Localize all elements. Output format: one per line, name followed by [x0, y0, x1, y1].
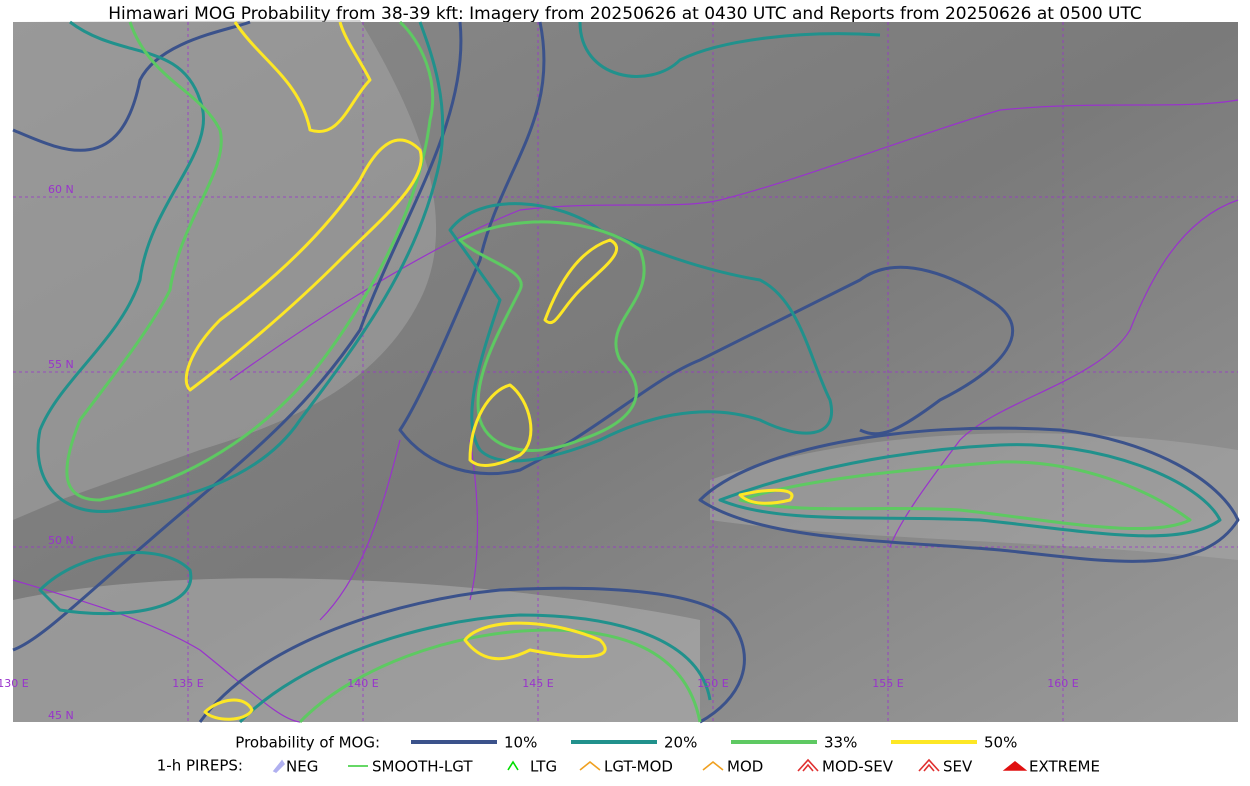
legend-label: EXTREME: [1029, 758, 1100, 776]
map: 60 N 55 N 50 N 45 N 130 E 135 E 140 E 145 E 150…: [0, 20, 1240, 724]
legend-label: NEG: [286, 758, 318, 776]
legend: Probability of MOG: 1-h PIREPS: 10% 20% 33…: [157, 734, 1100, 776]
latitude-label: 55 N: [48, 358, 74, 371]
legend-label: 33%: [824, 734, 857, 752]
longitude-label: 155 E: [872, 677, 903, 690]
longitude-label: 135 E: [172, 677, 203, 690]
longitude-label: 145 E: [522, 677, 553, 690]
pirep-symbol: [579, 760, 601, 771]
legend-label: 20%: [664, 734, 697, 752]
pirep-symbol: [272, 759, 286, 773]
latitude-label: 60 N: [48, 183, 74, 196]
longitude-labels: 130 E 135 E 140 E 145 E 150 E 155 E 160 E: [0, 677, 1079, 690]
cloud-band: [13, 20, 437, 520]
longitude-label: 150 E: [697, 677, 728, 690]
pirep-symbol: [918, 758, 940, 772]
longitude-label: 160 E: [1047, 677, 1078, 690]
legend-label: 50%: [984, 734, 1017, 752]
legend-label: MOD-SEV: [822, 758, 894, 776]
pirep-symbol: [702, 760, 724, 771]
longitude-label: 130 E: [0, 677, 29, 690]
legend-label: LGT-MOD: [604, 758, 673, 776]
latitude-labels: 60 N 55 N 50 N 45 N: [48, 183, 74, 722]
pirep-symbol: [507, 760, 519, 771]
contours: [12, 20, 1240, 724]
legend-label: 10%: [504, 734, 537, 752]
legend-label: SEV: [943, 758, 973, 776]
legend-label: LTG: [530, 758, 557, 776]
longitude-label: 140 E: [347, 677, 378, 690]
probability-legend-label: Probability of MOG:: [235, 734, 380, 752]
legend-label: SMOOTH-LGT: [372, 758, 473, 776]
pirep-symbol: [1002, 760, 1028, 771]
latitude-label: 45 N: [48, 709, 74, 722]
legend-label: MOD: [727, 758, 763, 776]
pireps-legend-label: 1-h PIREPS:: [157, 757, 243, 775]
title: Himawari MOG Probability from 38-39 kft:…: [108, 4, 1142, 24]
graticule: [13, 22, 1238, 722]
latitude-label: 50 N: [48, 534, 74, 547]
pirep-symbol: [797, 758, 819, 772]
